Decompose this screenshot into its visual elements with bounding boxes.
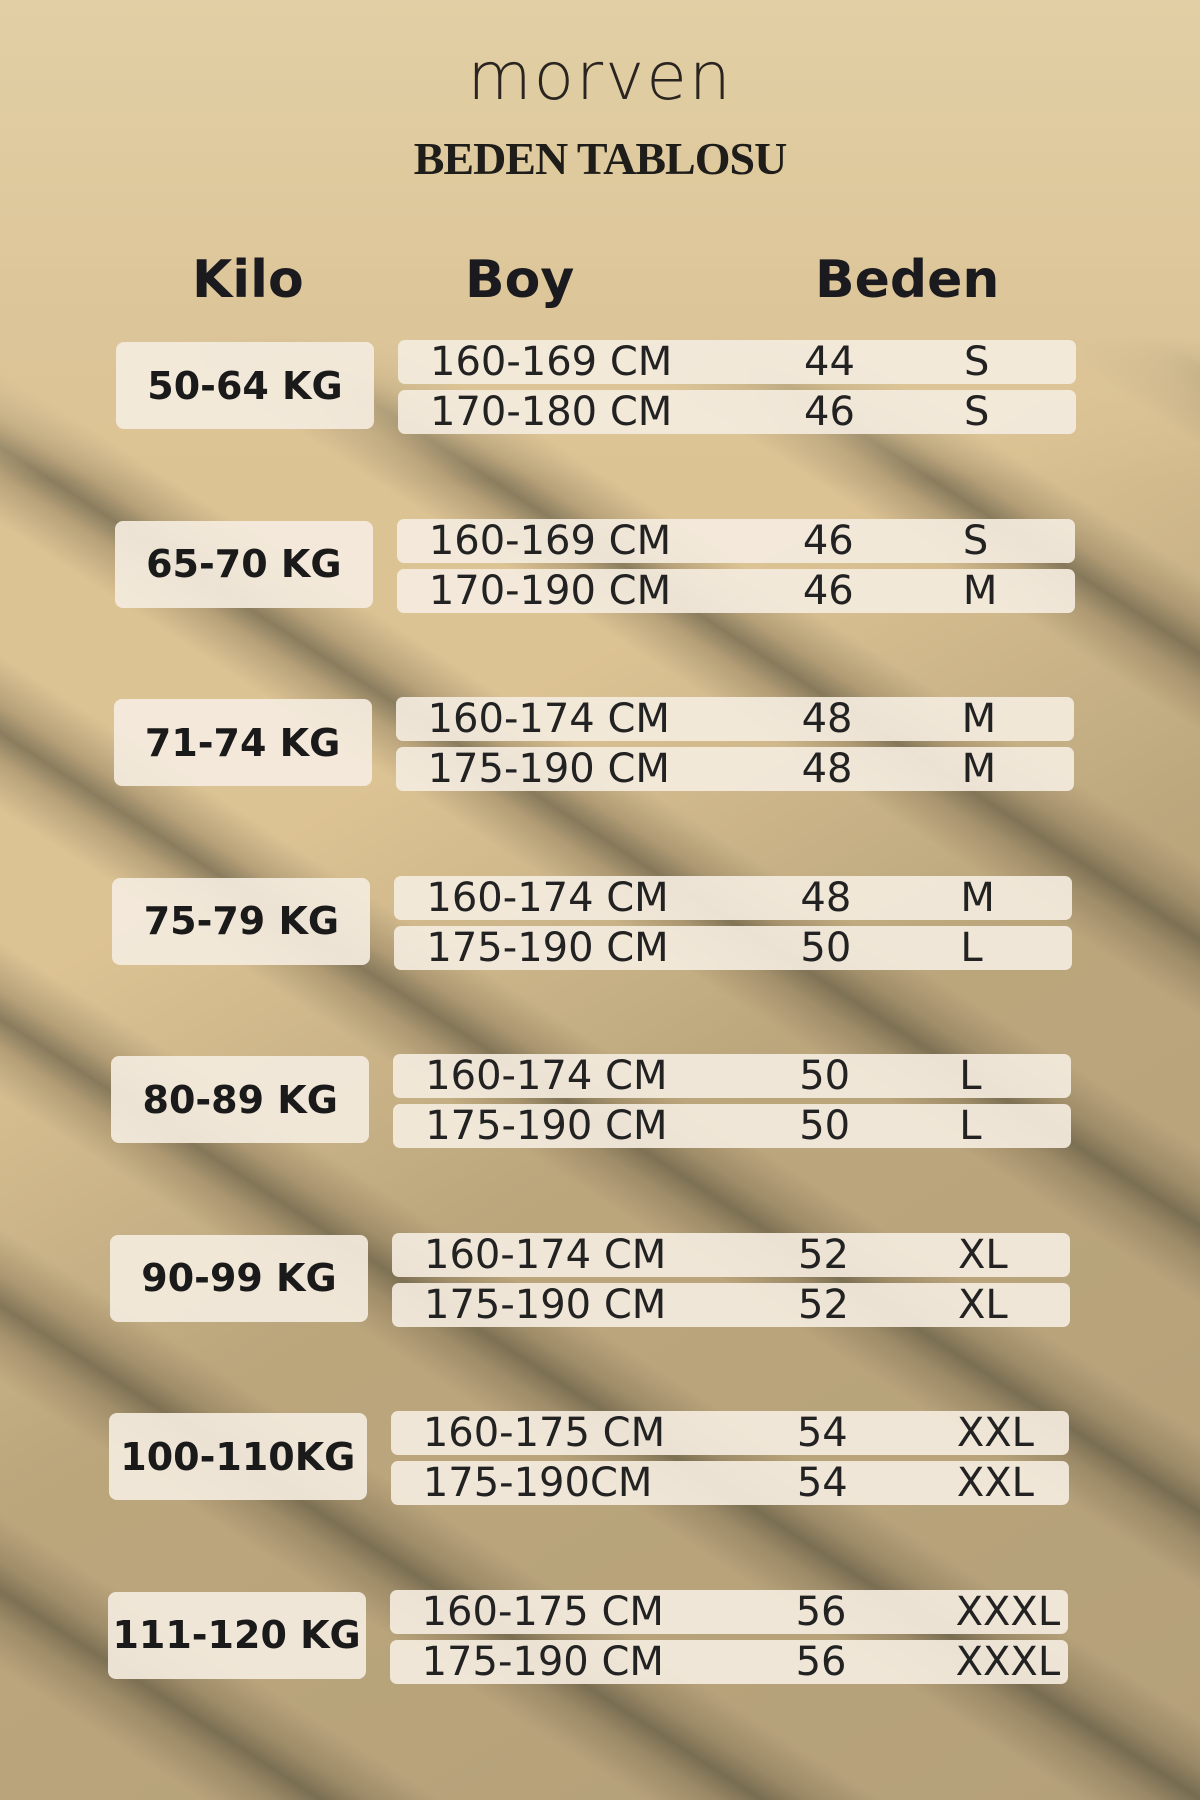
size-letter: S (964, 389, 990, 435)
size-number: 52 (798, 1281, 849, 1328)
size-letter: S (964, 339, 990, 385)
size-row: 160-169 CM 46 S (396, 517, 1075, 564)
height-range: 175-190 CM (426, 924, 669, 971)
kilo-range: 90-99 KG (110, 1234, 368, 1322)
brand-logo: morven (467, 38, 733, 115)
size-group: 71-74 KG 160-174 CM 48 M 175-190 CM 48 M (0, 696, 1198, 807)
size-row: 175-190 CM 56 XXXL (389, 1638, 1068, 1685)
height-range: 160-175 CM (421, 1588, 664, 1635)
size-row: 175-190CM 54 XXL (390, 1460, 1069, 1506)
size-number: 46 (802, 567, 854, 614)
size-letter: L (959, 1103, 982, 1149)
size-letter: M (960, 874, 995, 921)
size-letter: M (961, 746, 997, 792)
size-number: 48 (800, 874, 852, 921)
size-row: 175-190 CM 48 M (395, 746, 1074, 792)
height-range: 160-174 CM (425, 1053, 668, 1099)
size-row: 160-174 CM 50 L (393, 1053, 1072, 1099)
height-range: 160-174 CM (427, 696, 670, 742)
size-group: 90-99 KG 160-174 CM 52 XL 175-190 CM 52 … (0, 1231, 1194, 1343)
height-range: 170-180 CM (430, 389, 673, 435)
size-group: 65-70 KG 160-169 CM 46 S 170-190 CM 46 M (0, 517, 1199, 629)
height-range: 175-190 CM (421, 1638, 664, 1685)
size-group: 111-120 KG 160-175 CM 56 XXXL 175-190 CM… (0, 1588, 1192, 1700)
size-letter: XXL (956, 1460, 1034, 1506)
size-number: 46 (804, 389, 855, 435)
height-range: 175-190 CM (425, 1103, 668, 1149)
size-letter: L (959, 1053, 982, 1099)
size-letter: XXXL (955, 1588, 1061, 1635)
size-letter: M (962, 567, 998, 614)
size-letter: XXL (956, 1410, 1034, 1456)
height-range: 160-169 CM (430, 339, 673, 385)
size-row: 170-180 CM 46 S (398, 389, 1076, 435)
size-row: 160-174 CM 52 XL (392, 1231, 1070, 1278)
height-range: 170-190 CM (428, 567, 672, 614)
kilo-range: 100-110KG (108, 1413, 367, 1500)
size-letter: XL (958, 1281, 1008, 1328)
size-number: 46 (802, 517, 854, 564)
size-number: 54 (796, 1460, 848, 1506)
size-group: 50-64 KG 160-169 CM 44 S 170-180 CM 46 S (0, 339, 1200, 450)
size-row: 160-174 CM 48 M (394, 874, 1073, 921)
kilo-range: 71-74 KG (113, 699, 372, 786)
header-boy: Boy (465, 250, 575, 310)
height-range: 175-190CM (422, 1460, 653, 1506)
height-range: 160-175 CM (422, 1410, 666, 1456)
size-row: 160-175 CM 56 XXXL (389, 1588, 1068, 1635)
size-number: 52 (798, 1231, 849, 1278)
size-number: 50 (800, 924, 852, 971)
size-letter: M (961, 696, 997, 742)
kilo-range: 80-89 KG (111, 1056, 370, 1143)
size-group: 80-89 KG 160-174 CM 50 L 175-190 CM 50 L (0, 1053, 1195, 1164)
size-row: 160-169 CM 44 S (398, 339, 1076, 385)
kilo-range: 111-120 KG (107, 1591, 366, 1679)
size-letter: XL (958, 1231, 1008, 1278)
size-row: 175-190 CM 50 L (393, 1103, 1072, 1149)
size-group: 75-79 KG 160-174 CM 48 M 175-190 CM 50 L (0, 874, 1196, 986)
size-number: 54 (796, 1410, 848, 1456)
size-letter: L (960, 924, 983, 971)
size-row: 175-190 CM 52 XL (392, 1281, 1070, 1328)
size-number: 56 (795, 1638, 847, 1685)
size-letter: XXXL (955, 1638, 1061, 1685)
size-row: 160-175 CM 54 XXL (390, 1410, 1069, 1456)
size-row: 160-174 CM 48 M (395, 696, 1074, 742)
size-number: 48 (801, 746, 853, 792)
size-row: 175-190 CM 50 L (394, 924, 1073, 971)
size-number: 50 (799, 1103, 851, 1149)
height-range: 160-169 CM (428, 517, 672, 564)
height-range: 175-190 CM (424, 1281, 667, 1328)
size-group: 100-110KG 160-175 CM 54 XXL 175-190CM 54… (0, 1410, 1193, 1521)
kilo-range: 50-64 KG (116, 342, 374, 429)
kilo-range: 65-70 KG (114, 520, 373, 608)
header-beden: Beden (815, 250, 1000, 310)
height-range: 160-174 CM (426, 874, 669, 921)
page-title: BEDEN TABLOSU (413, 133, 788, 184)
height-range: 160-174 CM (424, 1231, 667, 1278)
size-row: 170-190 CM 46 M (396, 567, 1075, 614)
size-number: 44 (804, 339, 855, 385)
size-letter: S (962, 517, 989, 564)
size-number: 48 (801, 696, 853, 742)
size-number: 56 (795, 1588, 847, 1635)
header-kilo: Kilo (192, 250, 304, 310)
kilo-range: 75-79 KG (112, 877, 371, 965)
height-range: 175-190 CM (427, 746, 670, 792)
size-number: 50 (799, 1053, 851, 1099)
